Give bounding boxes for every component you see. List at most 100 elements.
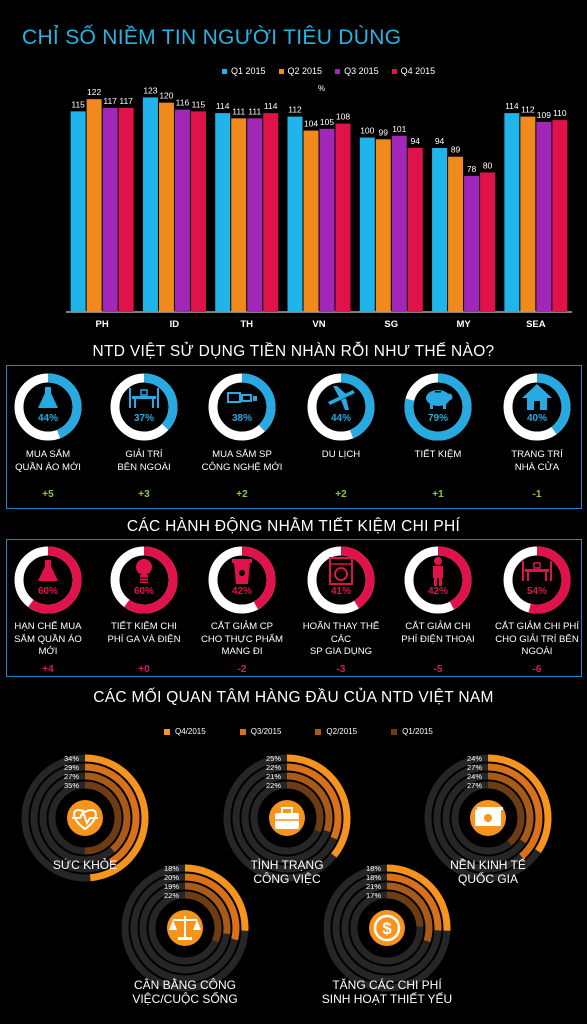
ring-percent: 22% <box>266 763 281 772</box>
concern-item: 25% 22% 21% 22% <box>217 748 357 888</box>
ring-percent: 19% <box>164 882 179 891</box>
ring-percent: 24% <box>467 772 482 781</box>
change-value: +2 <box>335 489 347 500</box>
bar <box>552 120 568 312</box>
ring-percent: 24% <box>467 754 482 763</box>
donut-value-arc <box>404 546 472 614</box>
legend-swatch <box>335 69 341 75</box>
change-value: -5 <box>433 664 443 675</box>
donut-label: MUA SẮM QUẦN ÁO MỚI <box>15 449 81 473</box>
concern-label: NỀN KINH TẾ QUỐC GIA <box>450 858 526 886</box>
dress-icon <box>38 560 58 581</box>
concern-label: CÂN BẰNG CÔNG VIỆC/CUỘC SỐNG <box>132 978 238 1006</box>
bar <box>520 116 536 312</box>
donut-percent: 60% <box>38 586 58 597</box>
ring-percent: 17% <box>366 891 381 900</box>
ring-arc <box>433 763 543 873</box>
change-value: +5 <box>42 489 54 500</box>
legend-label: Q3/2015 <box>250 727 282 736</box>
donut-label: GIẢI TRÍ BÊN NGOÀI <box>117 449 171 473</box>
bar <box>391 135 407 312</box>
bar-value-label: 116 <box>176 98 190 108</box>
ring-percent: 27% <box>64 772 79 781</box>
bar-value-label: 114 <box>264 101 278 111</box>
legend-swatch <box>315 728 322 735</box>
donut-value-arc <box>208 546 276 614</box>
concerns-legend: Q4/2015 Q3/2015 Q2/2015 Q1/2015 <box>164 727 433 736</box>
donut-label: CẮT GIẢM CHI PHÍ CHO GIẢI TRÍ BÊN NGOÀI <box>494 621 580 657</box>
bar-value-label: 89 <box>451 145 461 155</box>
money-icon <box>475 807 503 826</box>
coffee-cup-icon <box>232 559 252 584</box>
legend-swatch <box>391 69 397 75</box>
bar <box>215 113 231 312</box>
ring-percent: 21% <box>266 772 281 781</box>
saving-panel <box>6 539 582 677</box>
ring-arc <box>232 763 342 873</box>
x-tick-label: PH <box>96 319 109 330</box>
bar <box>287 116 303 312</box>
bar-value-label: 80 <box>483 160 493 170</box>
bar <box>448 156 464 312</box>
bar <box>158 102 174 313</box>
bar <box>319 128 335 312</box>
donut-ring: 60% <box>110 546 178 614</box>
legend-label: Q4 2015 <box>400 66 436 76</box>
legend-label: Q1/2015 <box>402 727 433 736</box>
ring-arc <box>21 754 149 882</box>
balance-scale-icon <box>169 916 201 940</box>
donut-label: MUA SẮM SP CÔNG NGHỆ MỚI <box>201 449 283 473</box>
donut-label: HẠN CHẾ MUA SẮM QUẦN ÁO MỚI <box>14 621 82 657</box>
donut-ring: 42% <box>208 546 276 614</box>
legend-item: Q2 2015 <box>278 66 322 76</box>
legend-label: Q2/2015 <box>326 727 358 736</box>
bar <box>407 148 423 312</box>
donut-label: HOÃN THAY THẾ CÁC SP GIA DỤNG <box>302 621 380 657</box>
bar-value-label: 117 <box>119 96 133 106</box>
saving-title: CÁC HÀNH ĐỘNG NHẰM TIẾT KIỆM CHI PHÍ <box>126 518 461 535</box>
donut-ring: 79% <box>404 373 472 441</box>
legend-swatch <box>278 69 284 75</box>
concern-rings: 18%18%21%17%$ <box>323 864 451 992</box>
bar-value-label: 123 <box>143 85 157 95</box>
ring-arc <box>223 754 351 882</box>
dress-icon <box>38 387 58 408</box>
legend-item: Q2/2015 <box>315 727 357 736</box>
ring-arc <box>130 873 240 983</box>
donut-value-arc <box>307 373 375 441</box>
briefcase-icon <box>275 807 299 829</box>
x-tick-label: SG <box>384 319 398 330</box>
bar-value-label: 94 <box>411 136 421 146</box>
ring-arc <box>241 772 333 864</box>
ring-arc <box>121 864 249 992</box>
x-tick-label: ID <box>170 319 180 330</box>
ring-percent: 34% <box>64 754 79 763</box>
legend-swatch <box>222 69 227 75</box>
concern-item: 18% 20% 19% 22% <box>115 858 255 998</box>
svg-text:$: $ <box>382 919 392 938</box>
bar <box>142 97 158 312</box>
change-value: -2 <box>237 664 247 675</box>
spending-title: NTD VIỆT SỬ DỤNG TIỀN NHÀN RỖI NHƯ THẾ N… <box>92 343 495 360</box>
legend-item: Q1/2015 <box>391 727 433 736</box>
bar <box>480 172 496 312</box>
concern-item: 24% 27% 24% 27% <box>418 748 558 888</box>
legend-label: Q3 2015 <box>344 66 379 76</box>
ring-percent: 27% <box>467 781 482 790</box>
donut-ring: 38% <box>208 373 276 441</box>
bar <box>464 175 480 312</box>
legend-item: Q1 2015 <box>222 66 266 76</box>
ring-percent: 18% <box>366 864 381 873</box>
bar <box>432 148 448 312</box>
ring-percent: 22% <box>164 891 179 900</box>
bar <box>86 99 102 312</box>
ring-arc <box>341 882 433 974</box>
legend-item: Q3 2015 <box>335 66 379 76</box>
donut-value-arc <box>503 373 571 441</box>
donut-label: CẮT GIẢM CP CHO THỰC PHẨM MANG ĐI <box>200 621 284 657</box>
ring-arc <box>323 864 451 992</box>
donut-value-arc <box>208 373 276 441</box>
ring-percent: 21% <box>366 882 381 891</box>
concern-rings: 24%27%24%27% <box>424 754 552 882</box>
x-tick-label: MY <box>456 319 471 330</box>
